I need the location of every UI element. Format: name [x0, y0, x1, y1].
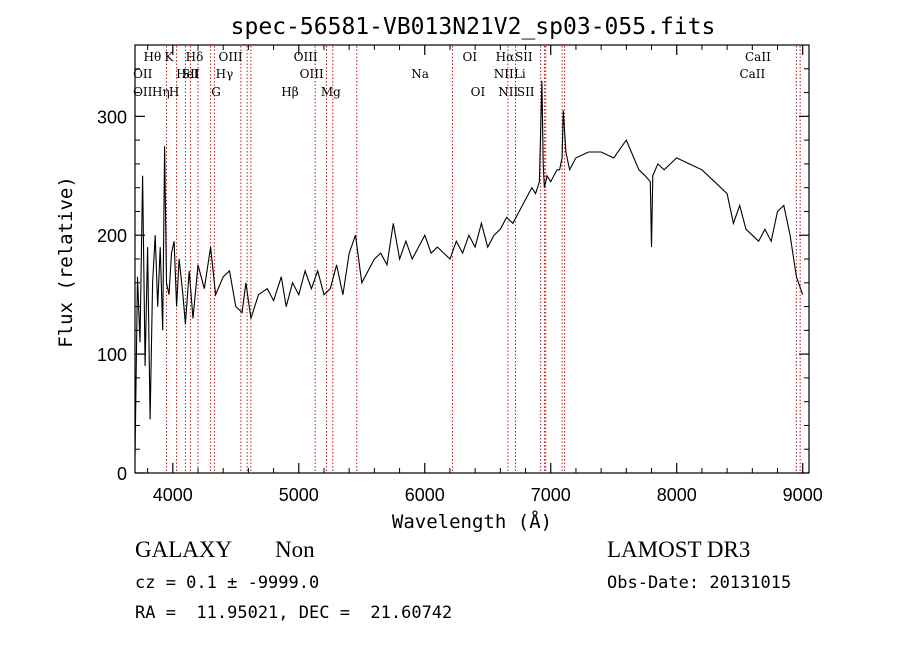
line-label: Hη	[152, 85, 170, 99]
obs-date: Obs-Date: 20131015	[607, 573, 792, 593]
chart-title: spec-56581-VB013N21V2_sp03-055.fits	[231, 14, 716, 40]
x-tick-label: 5000	[279, 485, 319, 505]
line-label: CaII	[745, 50, 771, 64]
line-label: H	[169, 85, 179, 99]
line-label: Hδ	[186, 50, 204, 64]
y-axis-label: Flux (relative)	[55, 176, 77, 348]
object-subclass: Non	[275, 537, 315, 562]
line-label: HeI	[176, 67, 199, 81]
line-label: SII	[515, 50, 533, 64]
line-label: SII	[517, 85, 535, 99]
line-label: OIII	[300, 67, 324, 81]
x-tick-label: 9000	[783, 485, 823, 505]
y-axis-ticks: 0 100 200 300	[97, 68, 809, 484]
x-tick-label: 8000	[657, 485, 697, 505]
ra-dec: RA = 11.95021, DEC = 21.60742	[135, 603, 453, 623]
redshift-cz: cz = 0.1 ± -9999.0	[135, 573, 320, 593]
line-label: Na	[411, 67, 429, 81]
line-label: OIII	[294, 50, 318, 64]
line-label: Hγ	[216, 67, 234, 81]
line-label: Hβ	[281, 85, 298, 99]
x-tick-label: 6000	[405, 485, 445, 505]
x-axis-ticks: 4000 5000 6000 7000 8000 9000	[147, 45, 823, 505]
emission-line-markers	[165, 46, 801, 472]
line-label: OI	[471, 85, 486, 99]
y-tick-label: 200	[97, 226, 127, 246]
y-tick-label: 100	[97, 345, 127, 365]
line-label: OII	[133, 67, 153, 81]
object-class: GALAXY	[135, 537, 233, 562]
line-label: OIII	[219, 50, 243, 64]
line-label: SII	[182, 67, 200, 81]
line-label: K	[164, 50, 174, 64]
survey-name: LAMOST DR3	[607, 537, 751, 562]
y-tick-label: 300	[97, 107, 127, 127]
x-axis-label: Wavelength (Å)	[392, 510, 552, 533]
line-label: CaII	[739, 67, 765, 81]
line-label: NII	[498, 85, 518, 99]
flux-line	[134, 80, 804, 458]
line-label: Li	[514, 67, 526, 81]
x-tick-label: 4000	[153, 485, 193, 505]
x-tick-label: 7000	[531, 485, 571, 505]
line-label: OII	[133, 85, 153, 99]
line-label: Hα	[496, 50, 515, 64]
line-label: Mg	[321, 85, 341, 99]
y-tick-label: 0	[117, 464, 127, 484]
line-label: G	[211, 85, 221, 99]
line-label: Hθ	[144, 50, 162, 64]
line-label: OI	[463, 50, 478, 64]
plot-frame	[134, 44, 810, 474]
line-label: NII	[494, 67, 514, 81]
